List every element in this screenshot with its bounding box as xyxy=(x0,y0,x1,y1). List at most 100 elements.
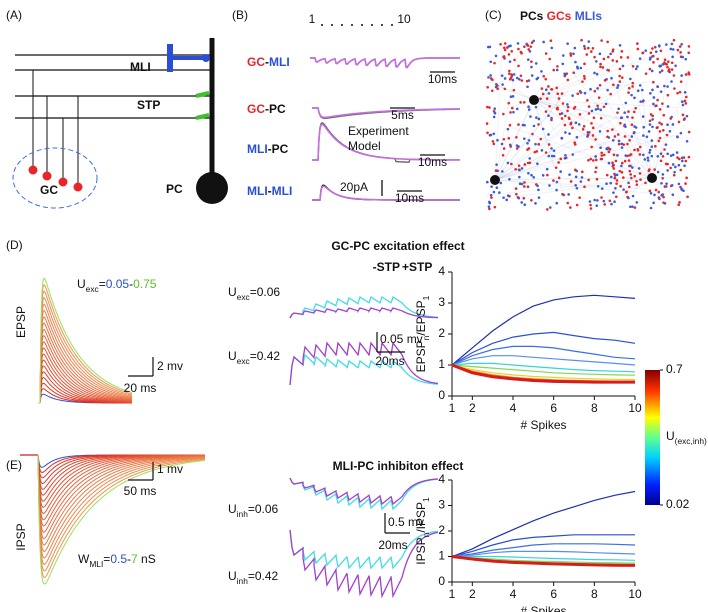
cell-dot xyxy=(670,61,674,65)
label: -STP xyxy=(373,260,400,274)
cell-dot xyxy=(618,67,622,71)
connection xyxy=(494,96,658,181)
cell-dot xyxy=(572,71,576,75)
cell-dot xyxy=(631,166,634,169)
cell-dot xyxy=(540,87,544,90)
x-tick-label: 6 xyxy=(550,587,557,601)
cell-dot xyxy=(547,85,550,88)
cell-dot xyxy=(619,184,622,188)
text-part: inh xyxy=(237,576,249,586)
connection xyxy=(494,80,627,181)
cell-dot xyxy=(683,117,686,120)
text-part: EPSP xyxy=(414,340,428,372)
cell-dot xyxy=(517,47,520,51)
gc-soma xyxy=(42,171,52,181)
cell-dot xyxy=(630,123,634,126)
cell-dot xyxy=(561,62,565,66)
connection xyxy=(533,99,555,168)
cell-dot xyxy=(555,201,559,205)
cell-dot xyxy=(676,48,680,52)
cell-dot xyxy=(631,85,634,88)
cell-dot xyxy=(683,164,686,167)
cell-dot xyxy=(540,70,543,73)
cell-dot xyxy=(627,159,631,162)
cell-dot xyxy=(530,60,533,63)
cell-dot xyxy=(671,163,675,166)
mli-synapse xyxy=(202,54,210,62)
cell-dot xyxy=(647,130,651,133)
text-part: = xyxy=(99,277,106,291)
cell-dot xyxy=(671,153,675,157)
cell-dot xyxy=(596,199,599,202)
cell-dot xyxy=(508,123,512,127)
label: 20pA xyxy=(340,180,368,194)
cell-dot xyxy=(547,143,551,146)
cell-dot xyxy=(680,159,684,163)
connection xyxy=(611,79,653,179)
cell-dot xyxy=(515,192,518,196)
cell-dot xyxy=(519,74,523,78)
cell-dot xyxy=(486,131,489,135)
cell-dot xyxy=(684,102,688,105)
cell-dot xyxy=(528,157,532,160)
cell-dot xyxy=(648,119,652,123)
cell-dot xyxy=(652,102,655,106)
cell-dot xyxy=(576,65,579,69)
cell-dot xyxy=(648,67,652,71)
cell-dot xyxy=(485,122,489,125)
cell-dot xyxy=(609,181,613,185)
cell-dot xyxy=(595,72,599,76)
cell-dot xyxy=(527,108,531,111)
cell-dot xyxy=(638,153,642,156)
cell-dot xyxy=(635,201,639,204)
label: +STP xyxy=(402,260,432,274)
cell-dot xyxy=(634,67,638,71)
epsp-trace xyxy=(38,309,133,404)
gc-soma xyxy=(28,165,38,175)
text-part: MLI xyxy=(247,142,268,156)
stp-synapse xyxy=(195,91,210,98)
ipsp-trace xyxy=(37,454,206,585)
cell-dot xyxy=(596,107,600,111)
cell-dot xyxy=(522,101,526,104)
cell-dot xyxy=(492,132,496,136)
cell-dot xyxy=(596,185,600,188)
cell-dot xyxy=(512,73,516,76)
cell-dot xyxy=(641,115,645,118)
cell-dot xyxy=(589,87,592,91)
cell-dot xyxy=(495,163,498,166)
cell-dot xyxy=(662,195,665,199)
cell-dot xyxy=(684,57,688,61)
cell-dot xyxy=(642,153,645,157)
cell-dot xyxy=(663,84,666,88)
cell-dot xyxy=(638,84,642,87)
stp-trace xyxy=(289,529,439,599)
cell-dot xyxy=(611,164,615,168)
epsp-trace xyxy=(38,296,133,404)
cell-dot xyxy=(661,102,664,105)
epsp-trace xyxy=(38,316,133,404)
pc-dot xyxy=(529,95,539,105)
text-part: U xyxy=(228,569,237,583)
cell-dot xyxy=(571,153,575,156)
cell-dot xyxy=(677,163,681,167)
cell-dot xyxy=(564,153,567,157)
cell-dot xyxy=(590,145,593,149)
cell-dot xyxy=(580,176,584,179)
text-part: exc xyxy=(86,284,99,294)
cell-dot xyxy=(520,167,524,170)
cell-dot xyxy=(550,88,554,91)
cell-dot xyxy=(490,89,494,93)
text-part: -PC xyxy=(268,142,289,156)
cell-dot xyxy=(573,46,577,50)
cell-dot xyxy=(617,107,620,111)
cell-dot xyxy=(501,153,505,157)
cell-dot xyxy=(589,207,593,210)
cell-dot xyxy=(510,162,513,166)
text-part: U xyxy=(228,502,237,516)
cell-dot xyxy=(633,174,636,178)
cell-dot xyxy=(515,107,519,111)
x-tick-label: 2 xyxy=(469,401,476,415)
cell-dot xyxy=(559,157,563,161)
